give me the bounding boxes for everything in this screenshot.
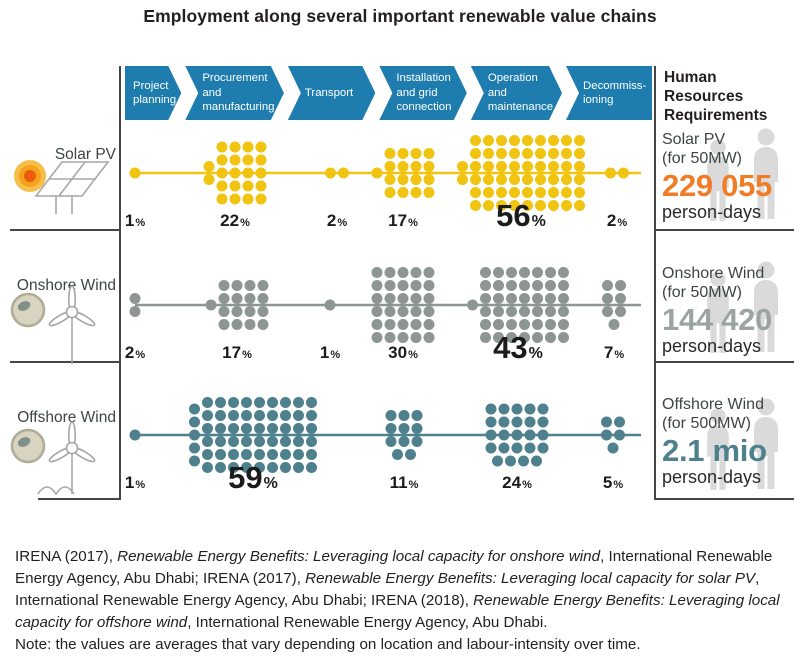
pct-label: 24% (502, 473, 532, 492)
pct-label: 17% (222, 343, 252, 362)
pct-label: 59% (228, 460, 278, 494)
hr-entry-solar-pv: Solar PV (for 50MW) 229 055 person-days (662, 131, 796, 223)
hr-entry-onshore-wind: Onshore Wind (for 50MW) 144 420 person-da… (662, 265, 796, 357)
source-segment: , International Renewable Energy Agency,… (15, 569, 760, 609)
page-title: Employment along several important renew… (143, 6, 657, 26)
stage-decommissioning: Decommiss-ioning (566, 66, 653, 120)
hr-entry-unit: person-days (662, 335, 762, 356)
dot-row-onshore-wind: 2% 17% 1% 30% 43% 7% (125, 260, 652, 365)
sun-and-solar-panel-icon (14, 160, 110, 214)
dot-row-solar-pv: 1% 22% 2% 17% 56% 2% (125, 128, 652, 233)
pct-label: 22% (220, 211, 250, 230)
person-icon (754, 398, 778, 489)
source-segment: , International Renewable Energy Agency,… (187, 613, 548, 631)
pct-label: 11% (390, 473, 419, 492)
source-segment: Renewable Energy Benefits: Leveraging lo… (117, 548, 601, 565)
pct-label: 56% (496, 198, 546, 232)
dot-row-offshore-wind: 1% 59% 11% 24% 5% (125, 390, 652, 495)
stage-transport: Transport (288, 66, 375, 120)
stage-project-planning: Project planning (125, 66, 181, 120)
pct-label: 2% (327, 211, 347, 230)
onshore-wind-turbine-icon (10, 285, 96, 364)
hr-entry-name: Onshore Wind (for 50MW) (662, 265, 765, 301)
pct-label: 2% (607, 211, 627, 230)
row-divider-right-3 (654, 498, 794, 500)
row-divider-left-1 (10, 229, 119, 231)
pct-label: 1% (125, 211, 145, 230)
stage-procurement-and-manufacturing: Procurement and manufacturing (185, 66, 284, 120)
stage-bar: Project planning Procurement and manufacturi… (125, 66, 653, 120)
hr-panel-title-line1: Human Resources (664, 69, 744, 105)
pct-label: 30% (388, 343, 418, 362)
row-label-onshore-wind: Onshore Wind (16, 277, 116, 294)
hr-entry-name: Offshore Wind (for 500MW) (662, 396, 764, 432)
person-icon (707, 271, 729, 353)
row-divider-right-2 (654, 361, 794, 363)
hr-entry-total: 144 420 (662, 301, 772, 337)
person-icon (754, 261, 778, 352)
hr-entry-name: Solar PV (for 50MW) (662, 131, 742, 167)
stage-installation-and-grid-connection: Installation and grid connection (379, 66, 466, 120)
source-segment: Renewable Energy Benefits: Leveraging lo… (305, 569, 756, 587)
note-text: Note: the values are averages that vary … (15, 636, 641, 653)
pct-label: 2% (125, 343, 145, 362)
row-divider-right-1 (654, 229, 794, 231)
hr-entry-unit: person-days (662, 466, 762, 487)
hr-entry-total: 229 055 (662, 167, 772, 203)
pct-label: 17% (388, 211, 418, 230)
hr-panel-title: Human Resources Requirements (664, 69, 798, 126)
source-citation: IRENA (2017), Renewable Energy Benefits:… (15, 546, 787, 634)
pct-label: 43% (493, 330, 543, 364)
source-segment: IRENA (2017), (15, 548, 118, 565)
row-label-offshore-wind: Offshore Wind (17, 409, 116, 426)
source-segment: Renewable Energy Benefits: Leveraging lo… (15, 591, 780, 631)
pct-label: 7% (604, 343, 624, 362)
stage-operation-and-maintenance: Operation and maintenance (471, 66, 562, 120)
left-frame-line (119, 66, 121, 500)
row-divider-left-3 (38, 498, 119, 500)
hr-panel-title-line2: Requirements (664, 106, 768, 124)
hr-entry-unit: person-days (662, 201, 762, 222)
pct-label: 1% (320, 343, 340, 362)
row-label-solar-pv: Solar PV (54, 146, 116, 163)
hr-entry-offshore-wind: Offshore Wind (for 500MW) 2.1 mio person-… (662, 396, 796, 488)
person-icon (707, 139, 729, 221)
right-frame-line (654, 66, 656, 500)
pct-label: 5% (603, 473, 623, 492)
pct-label: 1% (125, 473, 145, 492)
person-icon (707, 408, 729, 490)
person-icon (754, 128, 778, 219)
source-segment: , International Renewable Energy Agency,… (15, 548, 773, 587)
offshore-wind-turbine-icon (10, 421, 96, 496)
row-divider-left-2 (10, 361, 119, 363)
hr-entry-total: 2.1 mio (662, 432, 767, 468)
